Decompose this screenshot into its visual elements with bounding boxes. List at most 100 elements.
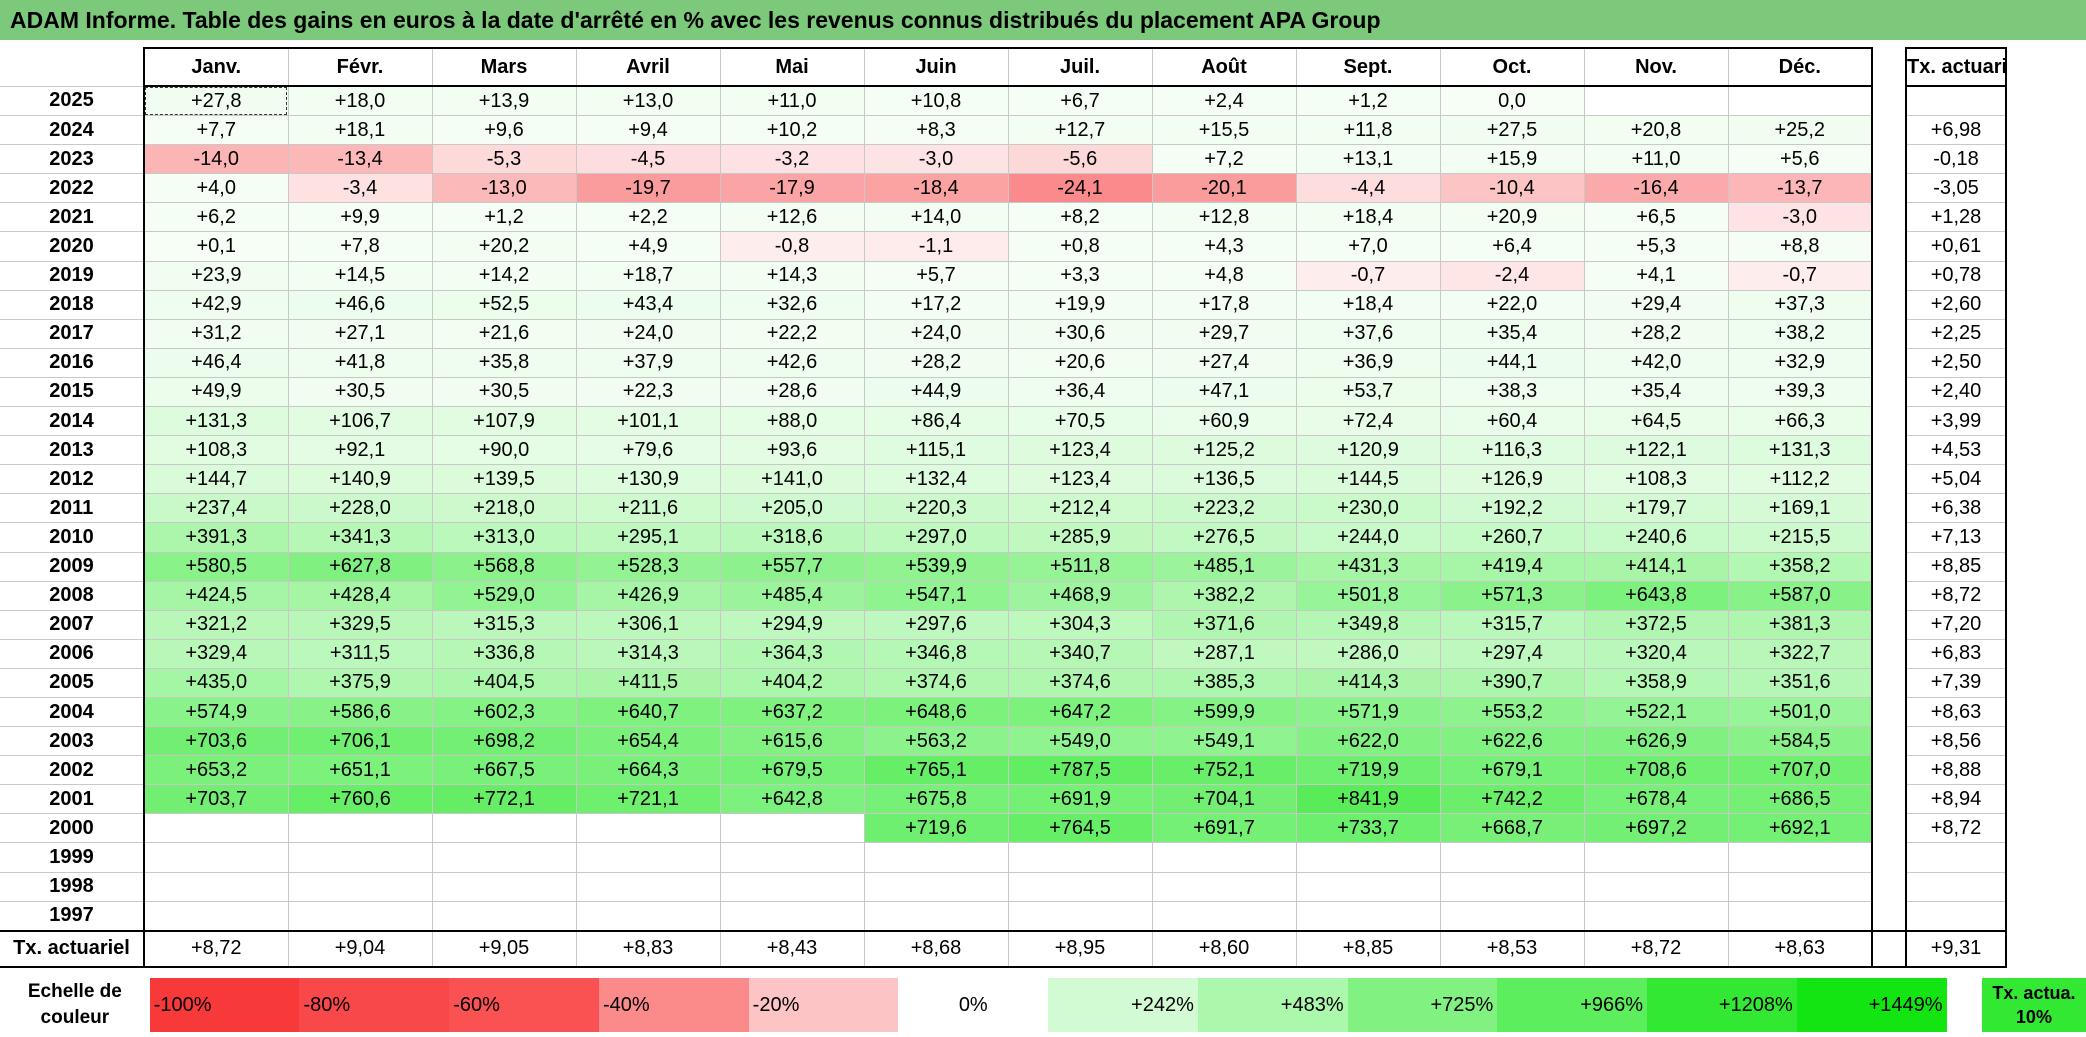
gain-cell: +721,1 <box>575 784 720 815</box>
month-header: Mars <box>431 47 576 87</box>
gain-cell: -10,4 <box>1439 173 1584 204</box>
gain-cell: +6,5 <box>1583 202 1728 233</box>
tx-actuariel-cell <box>1905 842 2007 873</box>
gain-cell: +14,5 <box>287 261 432 291</box>
gain-cell: +841,9 <box>1295 784 1440 815</box>
gain-cell: +706,1 <box>287 726 432 757</box>
average-cell: +9,04 <box>287 930 432 968</box>
gain-cell: +764,5 <box>1007 813 1152 844</box>
month-header: Oct. <box>1439 47 1584 87</box>
gain-cell: -13,0 <box>431 173 576 204</box>
gain-cell: -20,1 <box>1151 173 1296 204</box>
gain-cell: +29,4 <box>1583 290 1728 320</box>
gain-cell: +647,2 <box>1007 697 1152 728</box>
column-spacer <box>1872 610 1906 640</box>
scale-swatch: -40% <box>598 978 749 1032</box>
column-spacer <box>1872 348 1906 378</box>
gain-cell <box>863 842 1008 873</box>
gain-cell: +32,6 <box>719 290 864 320</box>
gain-cell: +92,1 <box>287 435 432 466</box>
gain-cell: +622,0 <box>1295 726 1440 757</box>
gain-cell: +7,0 <box>1295 231 1440 262</box>
gain-cell: +686,5 <box>1727 784 1873 815</box>
gain-cell: +30,5 <box>287 377 432 408</box>
gain-cell <box>1583 901 1728 932</box>
tx-actuariel-cell: +6,38 <box>1905 493 2007 524</box>
gain-cell: +20,2 <box>431 231 576 262</box>
gain-cell <box>719 901 864 932</box>
gain-cell <box>143 901 288 932</box>
gain-cell: +27,8 <box>143 86 288 117</box>
gain-cell: +580,5 <box>143 552 288 582</box>
table-row: 2013 +108,3 +92,1 +90,0 +79,6 +93,6 +115,1 +123… <box>0 435 2007 466</box>
gain-cell: +24,0 <box>575 319 720 349</box>
gain-cell: -2,4 <box>1439 261 1584 291</box>
gain-cell: +140,9 <box>287 464 432 495</box>
gain-cell: +313,0 <box>431 522 576 553</box>
gain-cell <box>1151 901 1296 932</box>
gain-cell <box>575 813 720 844</box>
column-spacer <box>1872 668 1906 698</box>
gain-cell: +43,4 <box>575 290 720 320</box>
column-spacer <box>1872 552 1906 582</box>
gain-cell <box>575 842 720 873</box>
year-label: 2001 <box>0 784 144 815</box>
column-spacer <box>1872 435 1906 465</box>
gain-cell: +485,1 <box>1151 552 1296 582</box>
gain-cell: +419,4 <box>1439 552 1584 582</box>
gain-cell: +703,6 <box>143 726 288 757</box>
gain-cell: +2,2 <box>575 202 720 233</box>
column-spacer <box>1872 319 1906 349</box>
gain-cell: +12,8 <box>1151 202 1296 233</box>
gain-cell: +31,2 <box>143 319 288 349</box>
year-label: 2004 <box>0 697 144 728</box>
tx-actuariel-cell: +7,20 <box>1905 610 2007 640</box>
average-row: Tx. actuariel +8,72 +9,04 +9,05 +8,83 +8,43 +8… <box>0 929 2007 968</box>
year-label: 2023 <box>0 144 144 175</box>
table-row: 2002 +653,2 +651,1 +667,5 +664,3 +679,5 +765,1… <box>0 755 2007 786</box>
gain-cell: +136,5 <box>1151 464 1296 495</box>
gain-cell: +44,9 <box>863 377 1008 408</box>
gain-cell: +93,6 <box>719 435 864 466</box>
gain-cell: +697,2 <box>1583 813 1728 844</box>
gain-cell: +130,9 <box>575 464 720 495</box>
gain-cell: +692,1 <box>1727 813 1873 844</box>
year-label: 2003 <box>0 726 144 757</box>
gain-cell: +5,6 <box>1727 144 1873 175</box>
gain-cell <box>287 813 432 844</box>
gain-cell: +14,2 <box>431 261 576 291</box>
gain-cell: -13,4 <box>287 144 432 175</box>
tx-actuariel-cell: +7,39 <box>1905 668 2007 698</box>
column-spacer <box>1872 493 1906 523</box>
gain-cell <box>431 901 576 932</box>
gain-cell: +42,6 <box>719 348 864 378</box>
month-header: Janv. <box>143 47 288 87</box>
gain-cell <box>1439 901 1584 932</box>
table-row: 2001 +703,7 +760,6 +772,1 +721,1 +642,8 +675,8… <box>0 784 2007 815</box>
gain-cell: +549,1 <box>1151 726 1296 757</box>
table-row: 2011 +237,4 +228,0 +218,0 +211,6 +205,0 +220,3… <box>0 493 2007 524</box>
gain-cell: -5,6 <box>1007 144 1152 175</box>
table-row: 2020 +0,1 +7,8 +20,2 +4,9 -0,8 -1,1 +0,8 +4,3 +7,… <box>0 231 2007 262</box>
gain-cell: +311,5 <box>287 639 432 669</box>
gain-cell: +294,9 <box>719 610 864 640</box>
gains-table: Janv. Févr. Mars Avril Mai Juin Juil. Août Sept.… <box>0 47 2007 968</box>
year-header <box>0 48 144 87</box>
gain-cell: -5,3 <box>431 144 576 175</box>
gain-cell: +286,0 <box>1295 639 1440 669</box>
gain-cell: +17,2 <box>863 290 1008 320</box>
scale-swatch: -20% <box>748 978 899 1032</box>
gain-cell: +653,2 <box>143 755 288 786</box>
year-label: 2009 <box>0 552 144 582</box>
average-cell: +9,05 <box>431 930 576 968</box>
year-label: 2012 <box>0 464 144 495</box>
gain-cell: +511,8 <box>1007 552 1152 582</box>
gain-cell: +627,8 <box>287 552 432 582</box>
gain-cell: +12,7 <box>1007 115 1152 146</box>
gain-cell: +336,8 <box>431 639 576 669</box>
gain-cell: +37,6 <box>1295 319 1440 349</box>
gain-cell: +22,3 <box>575 377 720 408</box>
average-cell: +8,95 <box>1007 930 1152 968</box>
gain-cell: +571,9 <box>1295 697 1440 728</box>
tx-actuariel-cell: +8,72 <box>1905 581 2007 611</box>
